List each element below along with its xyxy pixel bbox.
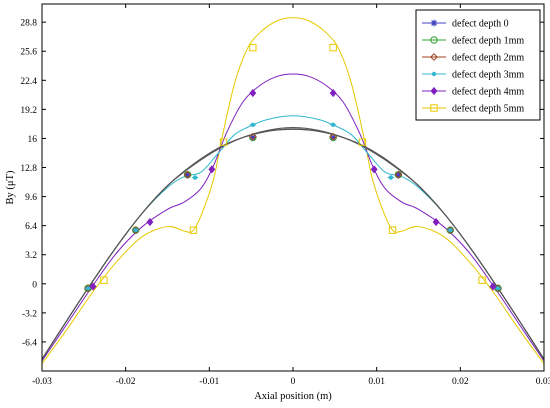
x-tick-label: -0.02 [116,377,136,387]
y-tick-label: 12.8 [20,164,37,174]
data-point-defect-depth-5mm [100,276,108,284]
data-point-defect-depth-5mm [478,276,486,284]
y-tick-label: 25.6 [20,48,37,58]
data-point-defect-depth-3mm [191,175,199,180]
data-point-defect-depth-2mm [248,132,257,141]
x-tick-label: 0.01 [368,377,385,387]
x-tick-label: -0.03 [32,377,52,387]
y-tick-label: 6.4 [25,222,37,232]
legend-marker [430,53,438,61]
legend-marker [430,19,438,27]
data-point-defect-depth-3mm [249,122,257,128]
legend-label: defect depth 5mm [452,104,524,115]
data-point-defect-depth-1mm [249,133,257,142]
legend-box [415,9,541,121]
legend-label: defect depth 2mm [452,53,524,64]
legend-item-defect-depth-2mm: defect depth 2mm [422,53,524,64]
data-point-defect-depth-5mm [249,43,257,52]
y-tick-label: 16 [28,135,38,145]
data-point-defect-depth-0 [395,171,402,178]
y-tick-label: 0 [32,280,37,290]
data-point-defect-depth-4mm [432,217,440,227]
legend-label: defect depth 3mm [452,70,524,81]
data-point-defect-depth-4mm [249,88,257,98]
data-point-defect-depth-5mm [219,138,228,146]
data-point-defect-depth-0 [184,171,191,178]
data-point-defect-depth-2mm [394,170,403,179]
data-point-defect-depth-4mm [489,282,497,291]
x-tick-label: 0.02 [452,377,469,387]
y-tick-label: -6.4 [22,338,37,348]
data-point-defect-depth-5mm [189,226,198,234]
legend-marker [430,86,438,96]
series-line-defect-depth-3mm [41,115,545,360]
series-line-defect-depth-5mm [41,17,545,365]
y-tick-label: 3.2 [25,251,37,261]
series-line-defect-depth-1mm [41,128,545,360]
y-tick-label: 9.6 [25,193,37,203]
data-point-defect-depth-3mm [132,227,139,233]
legend-item-defect-depth-1mm: defect depth 1mm [422,36,524,47]
data-point-defect-depth-0 [249,134,257,141]
data-point-defect-depth-3mm [494,286,502,291]
data-point-defect-depth-5mm [358,138,367,146]
legend-label: defect depth 1mm [452,36,524,47]
x-tick-label: 0 [291,377,296,387]
data-point-defect-depth-3mm [447,227,454,233]
legend-marker [430,104,438,112]
series-line-defect-depth-0 [41,128,545,360]
legend-marker [430,71,438,77]
legend-label: defect depth 0 [452,19,509,30]
axes: -0.03 -0.02 -0.01 0 0.01 0.02 0.03 -6.4 -3.2 0 3.2… [20,3,550,387]
y-axis-title: By (μT) [5,170,16,204]
y-tick-label: 28.8 [20,19,37,29]
data-point-defect-depth-2mm [183,170,192,179]
legend-item-defect-depth-4mm: defect depth 4mm [422,87,524,98]
x-axis-title: Axial position (m) [254,391,332,402]
data-point-defect-depth-3mm [387,175,395,180]
data-point-defect-depth-3mm [84,286,92,291]
y-tick-label: 19.2 [20,106,37,116]
x-tick-label: -0.01 [199,377,219,387]
legend-label: defect depth 4mm [452,87,524,98]
legend-item-defect-depth-0: defect depth 0 [422,19,509,30]
y-tick-label: -3.2 [22,309,37,319]
data-point-defect-depth-4mm [89,282,97,291]
x-tick-label: 0.03 [536,377,550,387]
data-point-defect-depth-4mm [329,88,337,98]
data-point-defect-depth-4mm [208,165,216,174]
data-point-defect-depth-3mm [329,122,337,128]
data-point-defect-depth-5mm [329,43,337,52]
data-point-defect-depth-2mm [131,226,140,235]
data-point-defect-depth-5mm [388,226,397,234]
legend-marker [430,36,438,44]
data-point-defect-depth-0 [329,134,337,141]
legend-item-defect-depth-3mm: defect depth 3mm [422,70,524,81]
data-point-defect-depth-4mm [370,165,378,174]
data-point-defect-depth-4mm [146,217,154,227]
legend: defect depth 0 defect depth 1mm defect dep… [415,9,541,121]
data-point-defect-depth-1mm [329,133,337,142]
data-point-defect-depth-2mm [329,132,338,141]
y-tick-label: 22.4 [20,77,37,87]
series-line-defect-depth-2mm [41,126,545,360]
series-markers [84,43,502,293]
legend-item-defect-depth-5mm: defect depth 5mm [422,104,524,115]
data-point-defect-depth-2mm [446,226,455,235]
